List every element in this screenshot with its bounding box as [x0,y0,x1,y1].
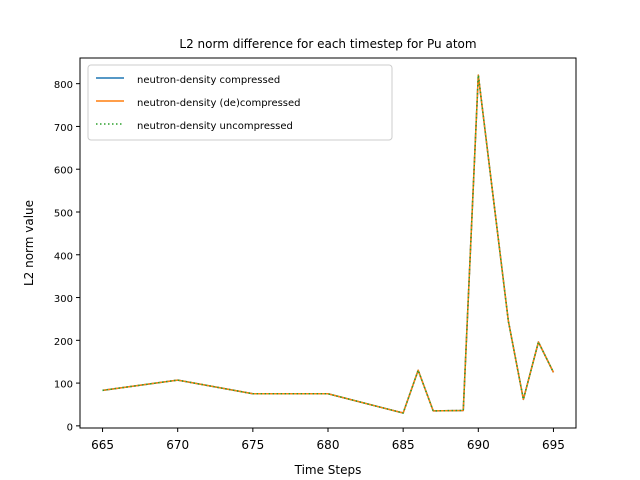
y-tick-label: 600 [54,166,73,177]
y-tick-label: 0 [67,422,73,433]
y-tick-label: 200 [54,337,73,348]
y-tick-label: 100 [54,380,73,391]
x-tick-label: 665 [91,438,114,452]
plot-area [102,74,555,414]
y-tick-label: 800 [54,80,73,91]
x-axis: 665 670 675 680 685 690 695 [91,428,565,452]
x-tick-label: 670 [166,438,189,452]
x-tick-label: 695 [542,438,565,452]
legend-label-2: neutron-density (de)compressed [137,98,301,109]
x-tick-label: 675 [241,438,264,452]
y-tick-label: 500 [54,208,73,219]
legend-label-1: neutron-density compressed [137,75,280,86]
x-tick-label: 680 [317,438,340,452]
y-tick-label: 400 [54,251,73,262]
y-axis-label: L2 norm value [22,200,36,286]
legend-box [87,64,393,141]
x-axis-label: Time Steps [294,463,362,477]
chart-title: L2 norm difference for each timestep for… [179,37,476,51]
legend-label-3: neutron-density uncompressed [137,121,293,132]
y-tick-label: 700 [54,123,73,134]
y-tick-label: 300 [54,294,73,305]
legend: neutron-density compressed neutron-densit… [87,64,393,141]
x-tick-label: 685 [392,438,415,452]
y-axis: 0 100 200 300 400 500 600 700 800 [54,80,80,433]
x-tick-label: 690 [467,438,490,452]
series-line-3 [102,74,555,414]
